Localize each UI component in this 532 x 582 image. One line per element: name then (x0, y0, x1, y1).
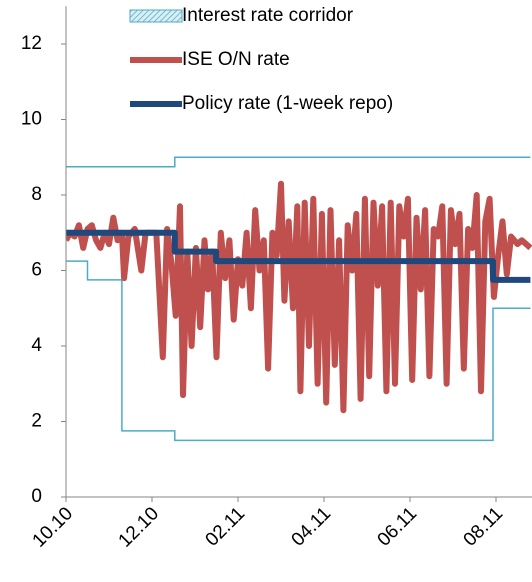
plot-area (66, 156, 532, 442)
y-tick-label: 6 (31, 260, 42, 281)
corridor-lower (66, 260, 531, 442)
y-tick-label: 2 (31, 411, 42, 432)
legend-swatch (129, 9, 183, 23)
y-tick-label: 4 (31, 335, 42, 356)
series-line (66, 229, 531, 283)
legend-label: Policy rate (1-week repo) (182, 93, 393, 114)
y-tick-label: 12 (21, 33, 42, 54)
y-tick-label: 0 (31, 486, 42, 507)
x-tick-label: 08.11 (460, 503, 507, 550)
legend-label: Interest rate corridor (182, 5, 354, 26)
x-tick-label: 06.11 (374, 503, 421, 550)
legend-label: ISE O/N rate (182, 49, 290, 70)
y-tick-label: 10 (21, 109, 42, 130)
corridor-upper (66, 156, 531, 168)
series-line (66, 180, 532, 414)
x-tick-label: 04.11 (288, 503, 335, 550)
x-tick-label: 02.11 (202, 503, 249, 550)
x-tick-label: 12.10 (115, 503, 163, 551)
x-tick-label: 10.10 (29, 503, 77, 551)
y-tick-label: 8 (31, 184, 42, 205)
